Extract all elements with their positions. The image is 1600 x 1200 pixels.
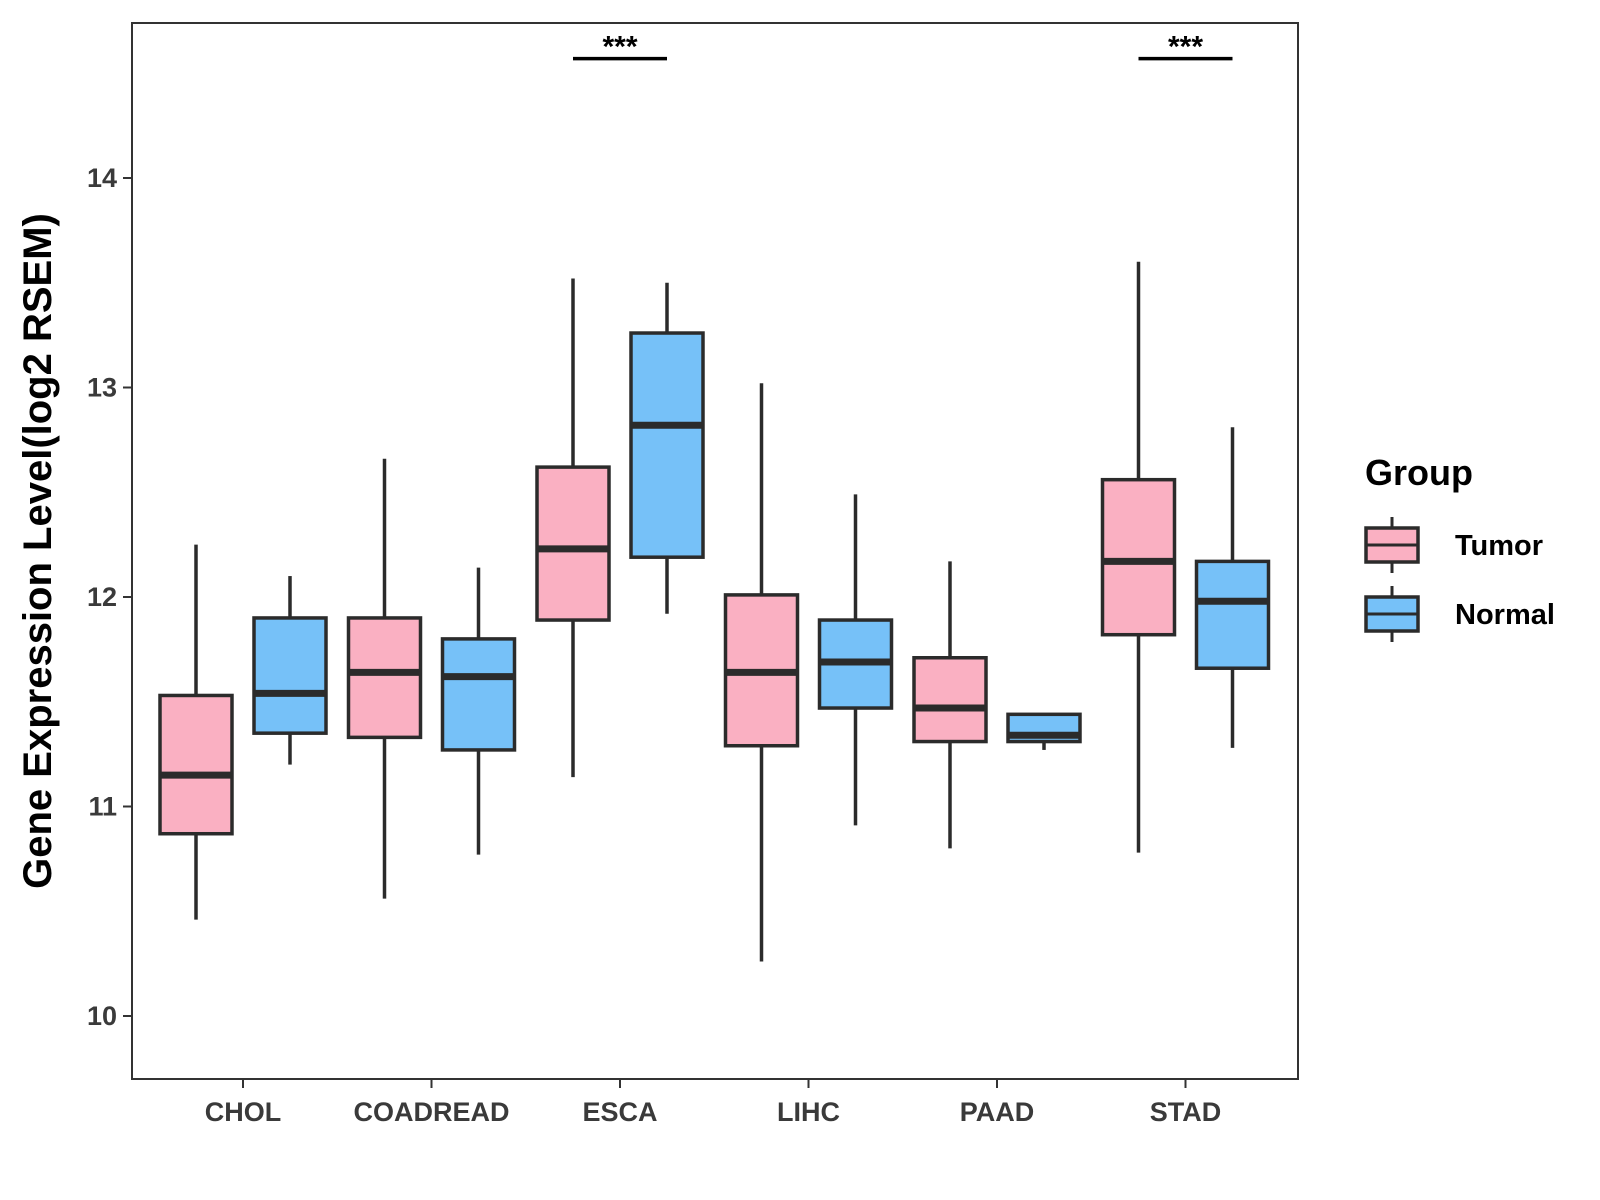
box-tumor-coadread [346, 458, 423, 899]
box-iqr [440, 637, 517, 752]
legend-entry-tumor: Tumor [1364, 517, 1543, 573]
box-iqr [912, 656, 988, 744]
box-tumor-lihc [723, 383, 800, 962]
box-iqr [346, 616, 423, 740]
legend-title: Group [1365, 452, 1473, 493]
box-tumor-stad [1100, 261, 1177, 853]
x-tick-label-stad: STAD [1150, 1097, 1222, 1127]
box-tumor-esca [535, 278, 611, 778]
x-tick-label-lihc: LIHC [777, 1097, 840, 1127]
y-tick-label: 14 [87, 163, 117, 193]
box-iqr [629, 331, 705, 559]
y-axis-title: Gene Expression Level(log2 RSEM) [16, 213, 60, 889]
significance-label: *** [602, 31, 637, 64]
box-iqr [1194, 559, 1271, 670]
significance-annotations: *** *** [573, 31, 1233, 64]
box-normal-chol [252, 576, 328, 765]
legend-label: Normal [1455, 599, 1555, 631]
legend: Group Tumor Normal [1364, 452, 1555, 642]
significance-label: *** [1168, 31, 1203, 64]
x-tick-label-chol: CHOL [205, 1097, 282, 1127]
plot-area: *** *** [131, 22, 1299, 1080]
box-normal-stad [1194, 427, 1271, 748]
y-tick-label: 13 [87, 373, 117, 403]
box-tumor-paad [912, 561, 988, 849]
x-tick-label-paad: PAAD [960, 1097, 1035, 1127]
y-tick-label: 12 [87, 582, 117, 612]
box-iqr [252, 616, 328, 735]
box-iqr [158, 693, 234, 836]
box-iqr [535, 465, 611, 622]
box-normal-esca [629, 282, 705, 614]
box-normal-paad [1006, 712, 1082, 750]
x-axis: CHOL COADREAD ESCA LIHC PAAD STAD [205, 1079, 1222, 1127]
y-tick-label: 10 [87, 1001, 117, 1031]
legend-entry-normal: Normal [1364, 586, 1555, 642]
box-normal-lihc [817, 494, 894, 826]
x-tick-label-coadread: COADREAD [353, 1097, 509, 1127]
y-tick-label: 11 [88, 792, 117, 822]
legend-label: Tumor [1455, 530, 1543, 562]
boxes-layer [158, 261, 1271, 962]
x-tick-label-esca: ESCA [582, 1097, 657, 1127]
box-normal-coadread [440, 567, 517, 855]
y-axis: 10 11 12 13 14 [87, 163, 132, 1031]
box-tumor-chol [158, 544, 234, 920]
box-iqr [1100, 477, 1177, 637]
